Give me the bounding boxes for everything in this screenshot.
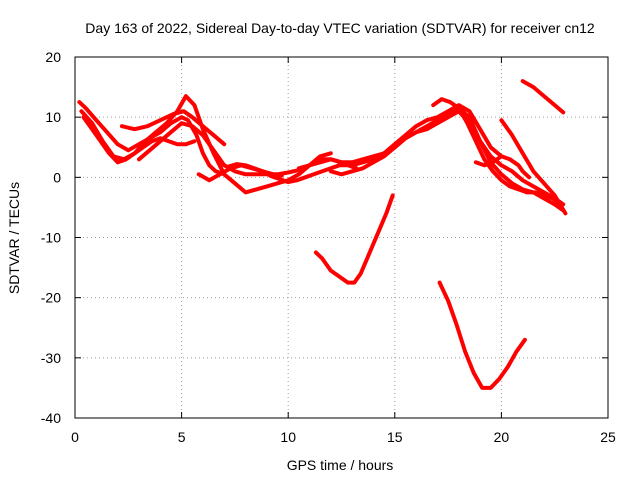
- y-tick-label: 20: [45, 49, 61, 65]
- series-arc-8: [296, 106, 566, 213]
- series-arc-9: [328, 109, 566, 207]
- series-arc-3: [81, 115, 197, 165]
- series-arc-5: [137, 103, 504, 177]
- plot-frame: [74, 56, 609, 419]
- y-tick-label: 0: [53, 169, 61, 185]
- series-arc-4: [119, 109, 227, 147]
- y-tick-label: -10: [41, 230, 61, 246]
- series-arc-7: [226, 162, 359, 185]
- series-arc-10: [431, 97, 564, 207]
- series-arc-14: [313, 193, 395, 285]
- data-series-layer: [77, 79, 568, 390]
- y-tick-label: -40: [41, 410, 61, 426]
- series-arc-13: [520, 79, 566, 115]
- y-tick-label: -20: [41, 290, 61, 306]
- grid-lines: [75, 57, 608, 418]
- y-axis-label: SDTVAR / TECUs: [6, 182, 22, 294]
- series-arc-1: [77, 100, 227, 177]
- x-tick-label: 0: [71, 429, 79, 445]
- series-arc-12: [499, 118, 568, 216]
- y-tick-label: 10: [45, 109, 61, 125]
- x-axis-label: GPS time / hours: [287, 457, 394, 473]
- y-tick-label: -30: [41, 350, 61, 366]
- chart-title: Day 163 of 2022, Sidereal Day-to-day VTE…: [85, 20, 595, 36]
- x-tick-label: 20: [494, 429, 510, 445]
- x-tick-label: 25: [600, 429, 616, 445]
- x-tick-label: 5: [178, 429, 186, 445]
- x-tick-label: 10: [280, 429, 296, 445]
- series-arc-15: [437, 280, 527, 390]
- axis-ticks: 0 5 10 15 20 25 -40 -30 -20 -10 0 10 20: [41, 49, 616, 445]
- series-arc-11: [473, 154, 532, 180]
- x-tick-label: 15: [387, 429, 403, 445]
